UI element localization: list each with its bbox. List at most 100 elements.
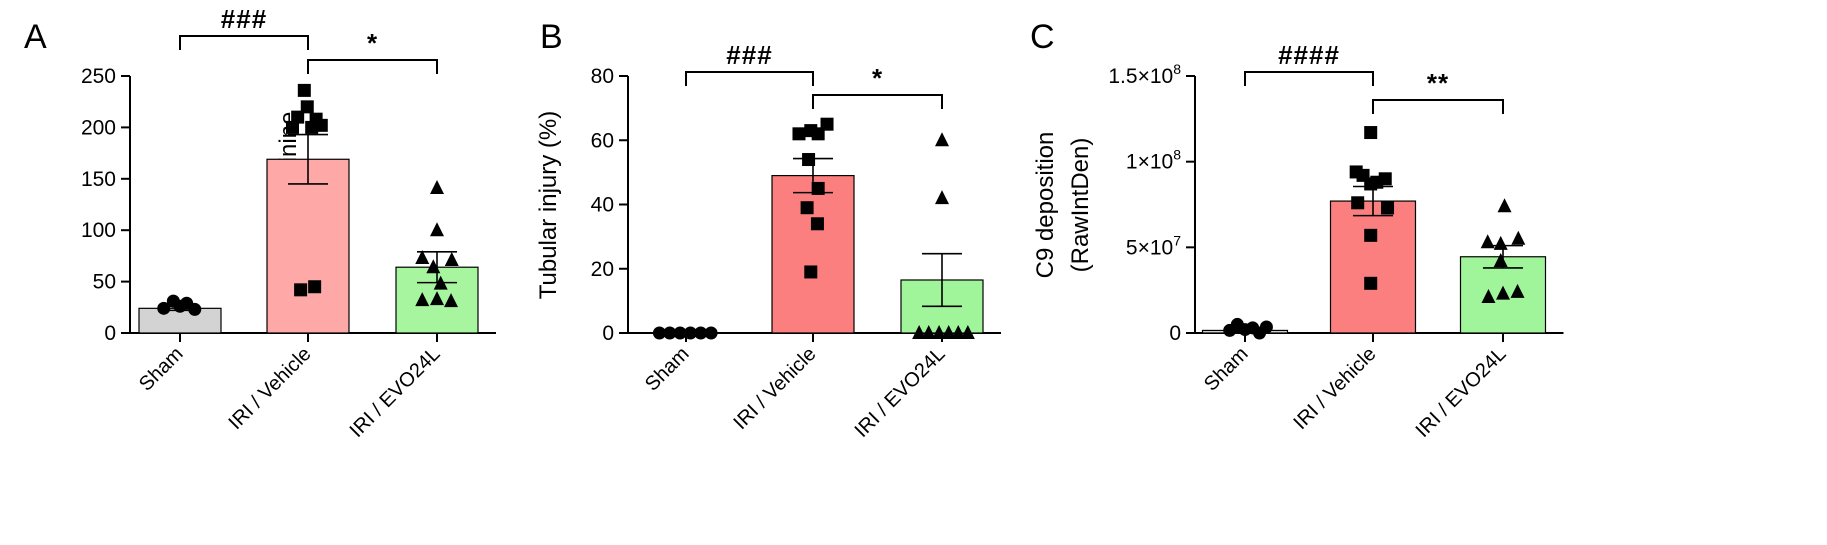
y-tick-label: 5×107 [1126,232,1181,259]
data-point-square [810,217,824,231]
data-point-triangle [415,292,430,307]
data-point-square [792,127,806,141]
significance-label: ### [221,4,267,34]
data-point-triangle [430,291,444,306]
data-point-triangle [960,325,975,339]
data-point-square [286,120,300,134]
data-point-triangle [444,293,459,308]
data-point-square [308,280,322,294]
y-tick-label: 20 [591,258,614,281]
data-point-square [300,100,314,114]
significance-bracket [179,35,309,50]
data-point-square [800,201,814,215]
y-axis-title: C9 deposition [1032,132,1059,279]
data-point-circle [683,326,697,340]
x-category-label: IRI / Vehicle [225,343,316,434]
panel-letter: A [24,18,47,56]
bar [266,158,350,334]
x-category-label: Sham [641,343,694,396]
data-point-triangle [1481,289,1496,304]
data-point-triangle [1496,285,1510,300]
data-point-square [811,181,825,195]
bar [1329,200,1417,334]
chart-panel-b: B Tubular injury (%) 0 20 40 60 80 Sham IRI / Ve… [535,18,1001,442]
panel-letter: B [540,18,563,56]
data-point-triangle [415,249,430,264]
data-point-triangle [1510,283,1525,298]
y-tick-label: 200 [81,116,116,139]
significance-label: ### [726,40,772,70]
x-category-label: IRI / EVO24L [1412,343,1511,442]
data-point-circle [663,326,677,340]
data-point-circle [188,302,202,316]
x-category-label: IRI / Vehicle [1290,343,1381,434]
data-point-circle [157,301,171,315]
data-point-triangle [1480,234,1495,249]
y-tick-label: 40 [591,194,614,217]
y-tick-label: 1.5×108 [1108,61,1181,88]
y-tick-label: 250 [81,65,116,88]
significance-bracket [1372,99,1504,114]
data-point-triangle [430,180,444,195]
data-point-square [291,110,305,124]
data-point-square [1364,276,1378,290]
data-point-square [1364,228,1378,242]
y-tick-label: 150 [81,168,116,191]
y-tick-label: 50 [93,271,116,294]
chart-panel-a: ASerum Creatinine(μmol/L)050100150200250… [24,4,496,442]
significance-bracket [1244,71,1374,86]
data-point-square [314,118,328,132]
data-point-triangle [1511,230,1526,245]
data-point-triangle [912,325,927,339]
y-tick-label: 60 [591,129,614,152]
y-tick-label: 0 [104,322,116,345]
y-tick-label: 100 [81,219,116,242]
x-category-label: Sham [135,343,188,396]
data-point-triangle [932,325,947,339]
data-point-square [297,83,311,97]
significance-bracket [812,94,943,109]
data-point-triangle [935,190,949,205]
significance-label: * [367,28,378,58]
data-point-square [1381,201,1395,215]
y-tick-label: 1×108 [1126,147,1181,174]
data-point-circle [694,326,708,340]
significance-label: * [872,63,883,93]
significance-label: #### [1278,40,1340,70]
y-tick-label: 0 [1169,322,1181,345]
significance-bracket [307,59,438,74]
data-point-triangle [935,132,949,147]
y-axis-title: (RawIntDen) [1067,138,1094,273]
y-axis-title: Tubular injury (%) [535,111,562,300]
data-point-square [820,117,834,131]
bar [771,174,855,334]
data-point-square [804,265,818,279]
x-category-label: IRI / Vehicle [730,343,821,434]
data-point-triangle [426,259,441,274]
data-point-circle [704,326,718,340]
data-point-triangle [444,252,459,267]
y-tick-label: 80 [591,65,614,88]
data-point-triangle [951,325,966,339]
significance-bracket [685,71,814,86]
data-point-square [802,153,816,167]
y-tick-label: 0 [602,322,614,345]
data-point-square [1351,196,1365,210]
significance-label: ** [1427,68,1449,98]
data-point-triangle [921,325,936,339]
panel-letter: C [1030,18,1055,56]
data-point-triangle [430,222,444,237]
data-point-square [1364,126,1378,140]
data-point-triangle [1493,235,1508,250]
data-point-triangle [1497,198,1512,213]
data-point-circle [652,326,666,340]
x-category-label: IRI / EVO24L [851,343,950,442]
data-point-triangle [1493,253,1508,268]
x-category-label: Sham [1200,343,1253,396]
data-point-square [294,283,308,297]
data-point-triangle [941,325,956,339]
chart-panel-c: C C9 deposition (RawIntDen) 0 5×107 1×108 1.5×… [1030,18,1564,442]
data-point-circle [673,326,687,340]
x-category-label: IRI / EVO24L [346,343,445,442]
